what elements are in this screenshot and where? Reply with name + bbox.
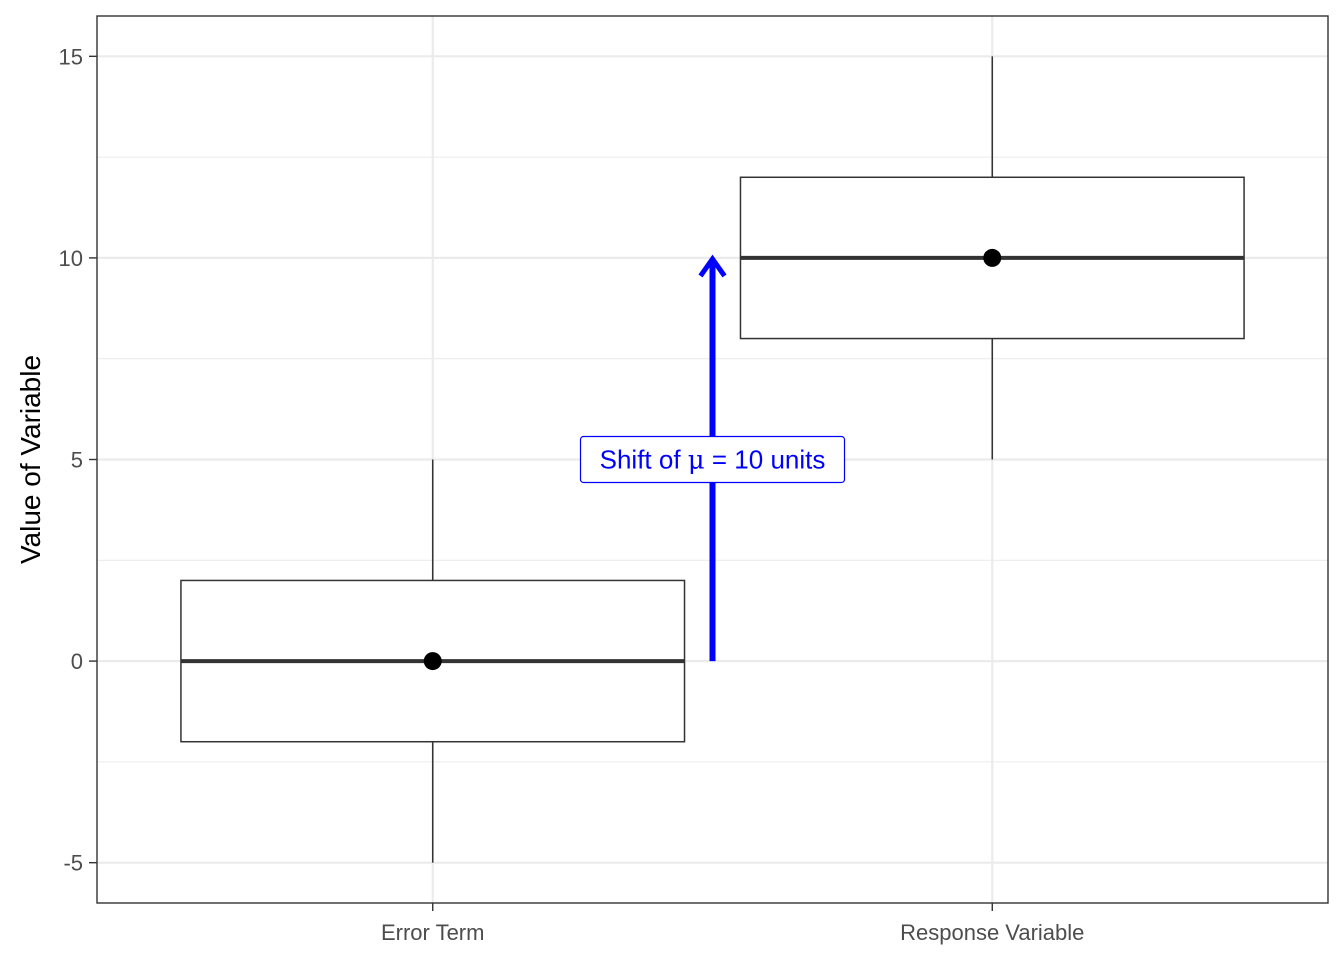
- y-tick-label: 0: [71, 649, 83, 674]
- y-tick-label: 5: [71, 448, 83, 473]
- shift-label-suffix: = 10 units: [705, 445, 826, 475]
- box-error-term: [180, 459, 686, 863]
- mean-point: [423, 652, 442, 671]
- shift-arrow-head: [698, 254, 727, 278]
- y-axis: -5 0 5 10 15: [59, 44, 97, 876]
- shift-label-box: [579, 435, 846, 484]
- shift-label-prefix: Shift of: [600, 445, 688, 475]
- shift-annotation: Shift of μ = 10 units: [579, 254, 846, 662]
- y-tick-label: -5: [63, 851, 83, 876]
- x-axis: Error Term Response Variable: [381, 903, 1084, 945]
- x-tick-label: Error Term: [381, 920, 485, 945]
- mean-point: [983, 248, 1002, 267]
- x-tick-label: Response Variable: [900, 920, 1084, 945]
- y-axis-title: Value of Variable: [15, 355, 46, 564]
- box-response-variable: [739, 56, 1245, 460]
- y-tick-label: 10: [59, 246, 83, 271]
- boxes: [180, 56, 1245, 863]
- shift-label: Shift of μ = 10 units: [600, 445, 826, 476]
- shift-label-symbol: μ: [688, 446, 705, 476]
- y-tick-label: 15: [59, 44, 83, 69]
